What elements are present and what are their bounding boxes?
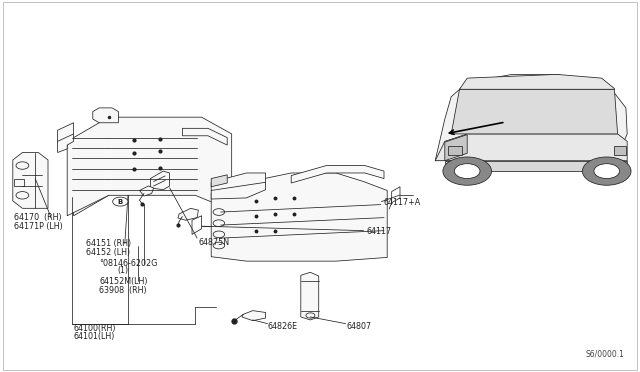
Polygon shape [451, 89, 618, 134]
Polygon shape [242, 176, 358, 193]
Polygon shape [211, 173, 266, 199]
Polygon shape [58, 123, 74, 153]
Text: 63908  (RH): 63908 (RH) [99, 286, 147, 295]
Text: 64152M(LH): 64152M(LH) [99, 278, 148, 286]
Polygon shape [445, 135, 467, 161]
Circle shape [582, 157, 631, 185]
Polygon shape [435, 74, 627, 161]
Polygon shape [112, 119, 227, 208]
Text: 64807: 64807 [346, 322, 371, 331]
Polygon shape [93, 108, 118, 123]
Polygon shape [178, 208, 198, 220]
Bar [448, 146, 462, 155]
Polygon shape [392, 187, 400, 203]
Text: °08146-6202G: °08146-6202G [99, 259, 157, 267]
Text: 64101(LH): 64101(LH) [74, 332, 115, 341]
Polygon shape [291, 166, 384, 183]
Text: B: B [118, 199, 123, 205]
Text: 64152 (LH): 64152 (LH) [86, 248, 131, 257]
Polygon shape [150, 171, 170, 190]
Polygon shape [445, 161, 627, 171]
Polygon shape [74, 119, 227, 149]
Text: 64170  (RH): 64170 (RH) [14, 213, 61, 222]
Bar [14, 179, 24, 186]
Polygon shape [242, 311, 266, 321]
Polygon shape [67, 117, 232, 216]
Polygon shape [140, 186, 154, 196]
Circle shape [594, 164, 620, 179]
Circle shape [454, 164, 480, 179]
Polygon shape [74, 119, 112, 216]
Polygon shape [460, 74, 614, 89]
Text: 64117: 64117 [366, 227, 391, 236]
Circle shape [443, 157, 492, 185]
Polygon shape [211, 173, 387, 261]
Bar [614, 146, 626, 155]
Polygon shape [435, 134, 627, 161]
Text: (1): (1) [117, 266, 128, 275]
Polygon shape [13, 153, 48, 208]
Text: 64171P (LH): 64171P (LH) [14, 222, 63, 231]
Polygon shape [218, 186, 250, 253]
Text: 64100(RH): 64100(RH) [74, 324, 116, 333]
Polygon shape [301, 272, 319, 320]
Polygon shape [211, 175, 227, 187]
Text: 64117+A: 64117+A [384, 198, 421, 207]
Text: 64151 (RH): 64151 (RH) [86, 239, 132, 248]
Polygon shape [192, 216, 202, 234]
Text: S6/0000.1: S6/0000.1 [585, 350, 624, 359]
Text: 64826E: 64826E [268, 322, 298, 331]
Polygon shape [182, 128, 227, 145]
Polygon shape [250, 183, 384, 254]
Text: 64875N: 64875N [198, 238, 230, 247]
Circle shape [113, 197, 128, 206]
